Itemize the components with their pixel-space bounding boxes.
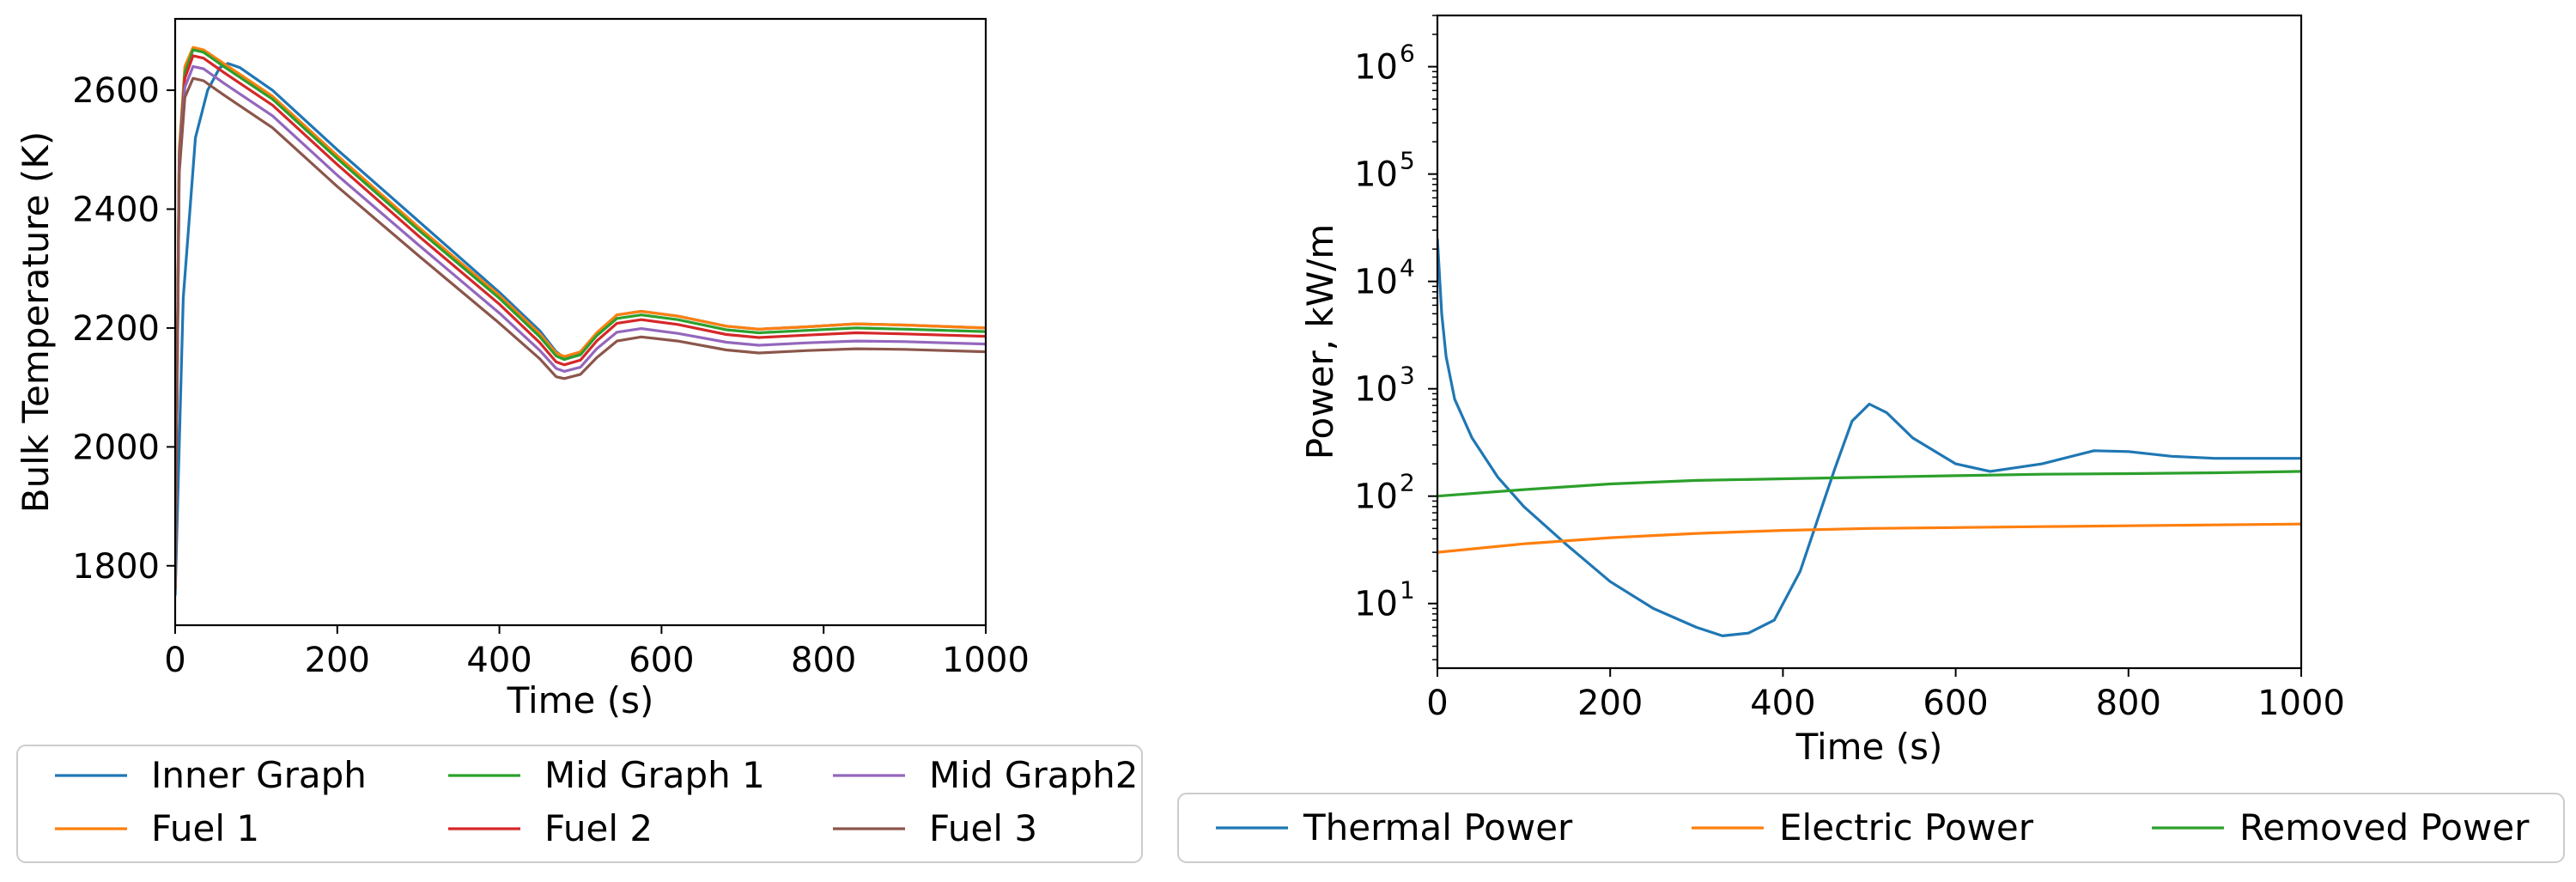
right-x-tick-label-2: 400 [1750, 684, 1815, 723]
right-y-tick-exponent-1: 2 [1400, 469, 1415, 497]
right-x-tick-label-0: 0 [1426, 684, 1448, 723]
left-y-tick-label-0: 1800 [72, 547, 160, 587]
left-x-tick-label-4: 800 [791, 641, 856, 680]
left-legend: Inner Graph Fuel 1 Mid Graph 1 Fuel 2 Mid Gr… [16, 745, 1143, 863]
right-y-tick-label-0: 10 [1354, 585, 1398, 624]
right-legend: Thermal Power Electric Power Removed Power [1177, 793, 2565, 863]
left-legend-items: Inner Graph Fuel 1 Mid Graph 1 Fuel 2 Mid Gr… [55, 754, 1138, 849]
right-series-line-0 [1437, 238, 2301, 637]
left-y-tick-label-2: 2200 [72, 309, 160, 349]
right-plot-lines [1437, 238, 2301, 637]
right-x-tick-label-3: 600 [1923, 684, 1988, 723]
right-y-tick-label-3: 10 [1354, 263, 1398, 302]
right-x-tick-label-5: 1000 [2257, 684, 2345, 723]
left-series-line-4 [175, 64, 986, 590]
left-legend-label-2: Mid Graph 1 [544, 754, 765, 796]
right-y-axis-title: Power, kW/m [1299, 224, 1341, 460]
left-x-tick-label-2: 400 [466, 641, 532, 680]
right-y-tick-exponent-2: 3 [1400, 362, 1415, 390]
left-legend-label-1: Fuel 1 [151, 807, 259, 849]
left-y-tick-label-1: 2000 [72, 428, 160, 467]
right-plot-frame [1436, 14, 2303, 670]
right-y-tick-exponent-3: 4 [1400, 254, 1415, 283]
right-x-tick-label-4: 800 [2096, 684, 2161, 723]
left-x-tick-label-5: 1000 [942, 641, 1030, 680]
left-legend-label-0: Inner Graph [151, 754, 367, 796]
left-legend-label-3: Fuel 2 [544, 807, 653, 849]
left-series-line-2 [175, 48, 986, 590]
left-plot-lines [175, 46, 986, 596]
left-legend-label-5: Fuel 3 [929, 807, 1037, 849]
left-plot-frame [173, 17, 987, 627]
right-y-tick-label-5: 10 [1354, 48, 1398, 88]
right-legend-items: Thermal Power Electric Power Removed Power [1216, 806, 2530, 849]
right-x-tick-label-1: 200 [1577, 684, 1643, 723]
left-x-axis-title: Time (s) [507, 679, 654, 721]
right-legend-frame [1177, 793, 2565, 863]
right-y-tick-exponent-0: 1 [1400, 576, 1415, 605]
left-series-line-3 [175, 54, 986, 590]
right-legend-label-0: Thermal Power [1303, 806, 1573, 849]
right-legend-label-2: Removed Power [2239, 806, 2530, 849]
right-y-tick-exponent-4: 5 [1400, 147, 1415, 175]
left-legend-label-4: Mid Graph2 [929, 754, 1138, 796]
left-series-line-1 [175, 46, 986, 590]
left-series-line-5 [175, 76, 986, 590]
right-series-line-1 [1437, 522, 2301, 554]
left-y-axis: 1800 2000 2200 2400 2600 [72, 71, 175, 587]
right-series-line-2 [1437, 470, 2301, 498]
left-x-tick-label-3: 600 [629, 641, 694, 680]
right-x-axis: 0 200 400 600 800 1000 [1426, 668, 2345, 723]
left-x-tick-label-0: 0 [164, 641, 185, 680]
left-x-axis: 0 200 400 600 800 1000 [164, 625, 1030, 680]
left-y-tick-label-3: 2400 [72, 190, 160, 229]
right-x-axis-title: Time (s) [1795, 726, 1943, 768]
left-y-tick-label-4: 2600 [72, 71, 160, 111]
left-x-tick-label-1: 200 [305, 641, 370, 680]
left-y-axis-title: Bulk Temperature (K) [15, 131, 57, 514]
right-y-tick-label-1: 10 [1354, 477, 1398, 517]
right-y-tick-exponent-5: 6 [1400, 40, 1415, 68]
right-y-tick-label-2: 10 [1354, 370, 1398, 410]
right-legend-label-1: Electric Power [1779, 806, 2034, 849]
right-y-tick-label-4: 10 [1354, 155, 1398, 195]
left-chart: 0 200 400 600 800 1000 1800 2000 2200 2400 2600 T… [15, 17, 1030, 721]
